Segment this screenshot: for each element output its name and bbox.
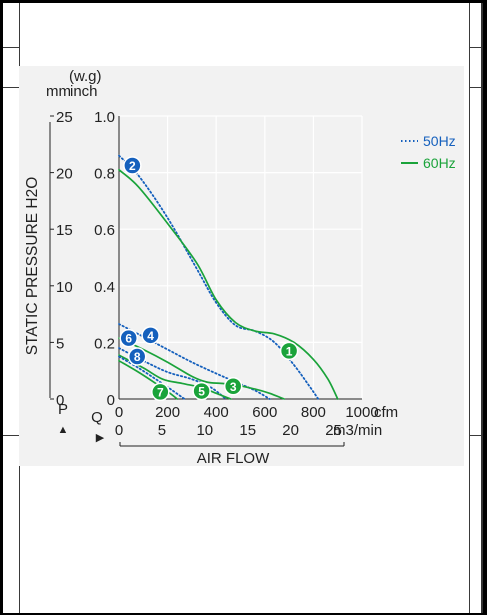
x-tick-label-m3: 0	[115, 422, 123, 439]
y-tick-label-mm: 25	[56, 109, 73, 126]
y-tick-label-mm: 15	[56, 222, 73, 239]
legend-60hz-label: 60Hz	[423, 155, 456, 171]
curve-badge-label-7: 7	[157, 385, 164, 399]
curve-badge-label-1: 1	[286, 344, 293, 358]
y-tick-label-mm: 5	[56, 335, 64, 352]
y-unit-mm: mm	[46, 83, 71, 100]
x-tick-label-cfm: 0	[115, 404, 123, 421]
curve-badge-3	[223, 377, 243, 396]
curve-badge-label-6: 6	[125, 332, 132, 346]
x-axis-title: AIR FLOW	[197, 450, 270, 466]
curve-badge-7	[151, 382, 170, 402]
curve-badge-label-5: 5	[198, 385, 205, 399]
x-tick-label-m3: 15	[239, 422, 256, 439]
curve-badge-1	[279, 341, 299, 361]
x-tick-label-m3: 5	[158, 422, 166, 439]
y-tick-label-inch: 1.0	[94, 109, 115, 126]
curve-badge-5	[192, 381, 211, 401]
y-unit-wg: (w.g)	[69, 68, 102, 85]
y-axis-letter: P	[58, 401, 68, 418]
curve-badge-label-8: 8	[134, 350, 141, 364]
y-axis-arrow: ▲	[58, 424, 69, 436]
y-tick-label-inch: 0.2	[94, 335, 115, 352]
curve-labels: 2 1 4 68 3 5 7	[119, 156, 299, 402]
y-axis-title: STATIC PRESSURE H2O	[24, 177, 41, 356]
x-tick-label-m3: 25	[325, 422, 342, 439]
curve-badge-label-3: 3	[230, 380, 237, 394]
series-curve-2	[118, 154, 320, 400]
y-tick-label-inch: 0.4	[94, 279, 115, 296]
divider-upper-right	[469, 87, 481, 88]
x-unit-m3: m3/min	[333, 422, 382, 439]
divider-top	[3, 47, 19, 48]
curve-badge-label-4: 4	[147, 329, 154, 343]
grid	[119, 115, 363, 399]
curve-badge-8	[127, 347, 147, 366]
curve-badge-label-2: 2	[129, 159, 136, 173]
x-axis-letter: Q	[91, 409, 103, 426]
x-tick-label-cfm: 200	[155, 404, 180, 421]
x-tick-label-m3: 20	[282, 422, 299, 439]
series-curve-3	[118, 337, 286, 400]
curve-badge-2	[123, 156, 142, 175]
y-tick-label-inch: 0.8	[94, 166, 115, 183]
series-curve-5	[118, 354, 232, 400]
y-tick-label-inch: 0	[107, 392, 115, 409]
x-tick-label-cfm: 800	[301, 404, 326, 421]
column-divider-right	[469, 3, 470, 613]
x-tick-label-cfm: 400	[204, 404, 229, 421]
legend: 50Hz 60Hz	[401, 133, 456, 171]
series-lines	[118, 154, 339, 400]
divider-lower	[3, 435, 19, 436]
divider-lower-right	[469, 435, 481, 436]
y-tick-label-mm: 10	[56, 279, 73, 296]
x-tick-label-m3: 10	[196, 422, 213, 439]
divider-upper	[3, 87, 19, 88]
x-tick-label-cfm: 600	[252, 404, 277, 421]
curve-badge-6	[119, 328, 138, 348]
x-unit-cfm: cfm	[374, 404, 398, 421]
y-tick-label-mm: 20	[56, 166, 73, 183]
y-unit-inch: inch	[70, 83, 98, 100]
y-tick-label-inch: 0.6	[94, 222, 115, 239]
divider-top-right	[469, 47, 481, 48]
x-axis-arrow: ▶	[96, 432, 105, 444]
series-curve-1	[118, 168, 339, 400]
series-curve-8	[118, 355, 186, 400]
y-tick-label-mm: 0	[56, 392, 64, 409]
curve-badge-4	[141, 326, 160, 345]
legend-50hz-label: 50Hz	[423, 133, 456, 149]
x-tick-label-cfm: 1000	[345, 404, 378, 421]
